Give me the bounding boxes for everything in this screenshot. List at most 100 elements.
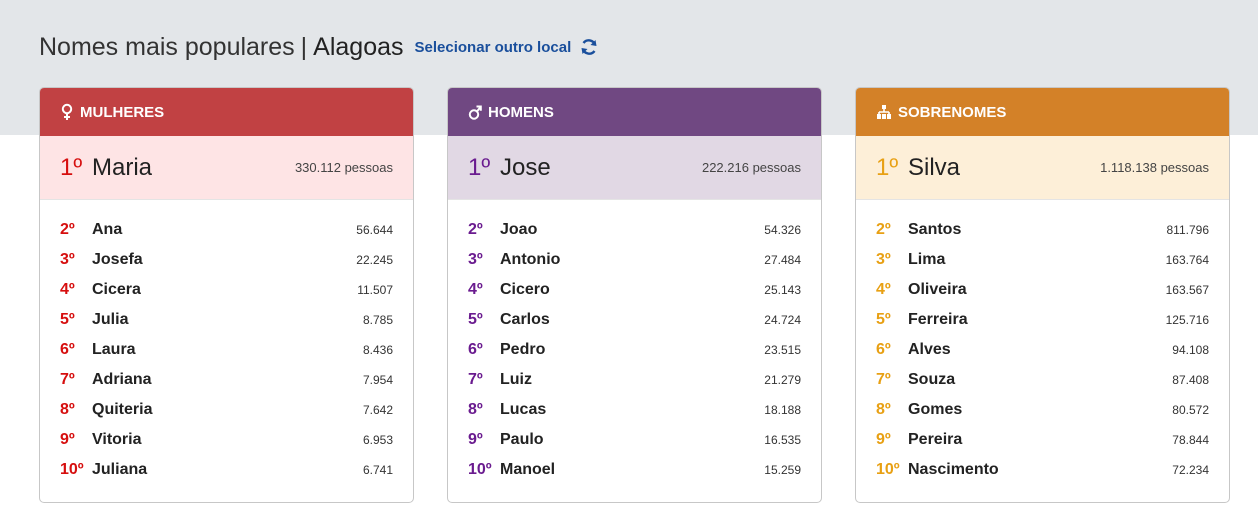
name: Nascimento [908,461,999,478]
name: Oliveira [908,281,967,298]
rank: 3º [60,251,75,268]
rank: 9º [468,431,483,448]
rank: 1º [60,153,83,181]
page-header: Nomes mais populares | Alagoas Seleciona… [39,30,599,64]
rank: 5º [60,311,75,328]
count: 7.642 [362,403,393,417]
count: 18.188 [764,403,801,417]
page-title: Nomes mais populares [39,32,295,61]
count: 222.216 pessoas [701,160,801,175]
name: Jose [500,153,551,181]
name: Gomes [908,401,963,418]
list-item: 3º Antonio 27.484 [448,245,821,275]
women-heading: MULHERES [80,103,165,121]
list-item: 7º Luiz 21.279 [448,365,821,395]
name: Antonio [500,251,561,268]
count: 15.259 [764,463,801,477]
name: Laura [92,341,136,358]
name: Lucas [500,401,547,418]
rank: 9º [876,431,891,448]
name: Souza [908,371,956,388]
list-item: 9º Paulo 16.535 [448,425,821,455]
name: Quiteria [92,401,153,418]
rank: 3º [876,251,891,268]
name: Manoel [500,461,556,478]
rank: 6º [468,341,483,358]
name: Silva [908,153,961,181]
list-item: 6º Laura 8.436 [40,335,413,365]
rank: 4º [60,281,75,298]
name: Luiz [500,371,532,388]
count: 27.484 [764,253,801,267]
rank: 8º [60,401,75,418]
rank: 10º [60,461,84,478]
count: 25.143 [764,283,801,297]
count: 163.764 [1165,253,1209,267]
refresh-icon[interactable] [579,37,599,57]
count: 125.716 [1165,313,1209,327]
rank: 3º [468,251,483,268]
women-card: MULHERES 1º Maria 330.112 pessoas 2º Ana 5… [39,87,414,503]
men-card: HOMENS 1º Jose 222.216 pessoas 2º Joao 54.… [447,87,822,503]
surnames-list: 2º Santos 811.796 3º Lima 163.764 4º Oliveira… [856,200,1229,485]
name: Juliana [92,461,148,478]
name: Maria [92,153,153,181]
family-tree-icon [877,105,891,119]
surnames-top-entry: 1º Silva 1.118.138 pessoas [856,136,1229,200]
rank: 1º [468,153,491,181]
rank: 2º [60,221,75,238]
count: 1.118.138 pessoas [1100,160,1209,175]
list-item: 4º Oliveira 163.567 [856,275,1229,305]
rank: 5º [876,311,891,328]
list-item: 3º Josefa 22.245 [40,245,413,275]
name: Ferreira [908,311,968,328]
name: Cicero [500,281,550,298]
list-item: 6º Pedro 23.515 [448,335,821,365]
count: 21.279 [764,373,801,387]
count: 87.408 [1172,373,1209,387]
count: 24.724 [764,313,801,327]
rank: 10º [876,461,900,478]
count: 163.567 [1165,283,1209,297]
list-item: 5º Carlos 24.724 [448,305,821,335]
rank: 4º [468,281,483,298]
rank: 7º [60,371,75,388]
list-item: 8º Quiteria 7.642 [40,395,413,425]
men-list: 2º Joao 54.326 3º Antonio 27.484 4º Cicero 25.… [448,200,821,485]
count: 78.844 [1172,433,1209,447]
name: Carlos [500,311,550,328]
count: 80.572 [1172,403,1209,417]
list-item: 8º Gomes 80.572 [856,395,1229,425]
rank: 4º [876,281,891,298]
count: 11.507 [357,283,393,297]
count: 6.953 [362,433,393,447]
rank: 6º [60,341,75,358]
count: 330.112 pessoas [294,160,393,175]
list-item: 10º Juliana 6.741 [40,455,413,485]
name: Cicera [92,281,141,298]
list-item: 8º Lucas 18.188 [448,395,821,425]
select-location-link[interactable]: Selecionar outro local [415,37,600,57]
rank: 7º [876,371,891,388]
title-separator: | [300,32,308,61]
list-item: 3º Lima 163.764 [856,245,1229,275]
name: Lima [908,251,946,268]
list-item: 2º Ana 56.644 [40,215,413,245]
count: 811.796 [1166,223,1210,237]
list-item: 6º Alves 94.108 [856,335,1229,365]
count: 8.436 [362,343,393,357]
list-item: 10º Manoel 15.259 [448,455,821,485]
select-location-label: Selecionar outro local [414,38,572,56]
list-item: 5º Julia 8.785 [40,305,413,335]
rank: 9º [60,431,75,448]
surnames-heading: SOBRENOMES [898,103,1007,121]
count: 22.245 [356,253,393,267]
surnames-card: SOBRENOMES 1º Silva 1.118.138 pessoas 2º… [855,87,1230,503]
count: 94.108 [1172,343,1209,357]
surnames-card-header: SOBRENOMES [856,88,1229,136]
name: Pedro [500,341,546,358]
list-item: 7º Souza 87.408 [856,365,1229,395]
women-card-header: MULHERES [40,88,413,136]
list-item: 5º Ferreira 125.716 [856,305,1229,335]
list-item: 4º Cicera 11.507 [40,275,413,305]
